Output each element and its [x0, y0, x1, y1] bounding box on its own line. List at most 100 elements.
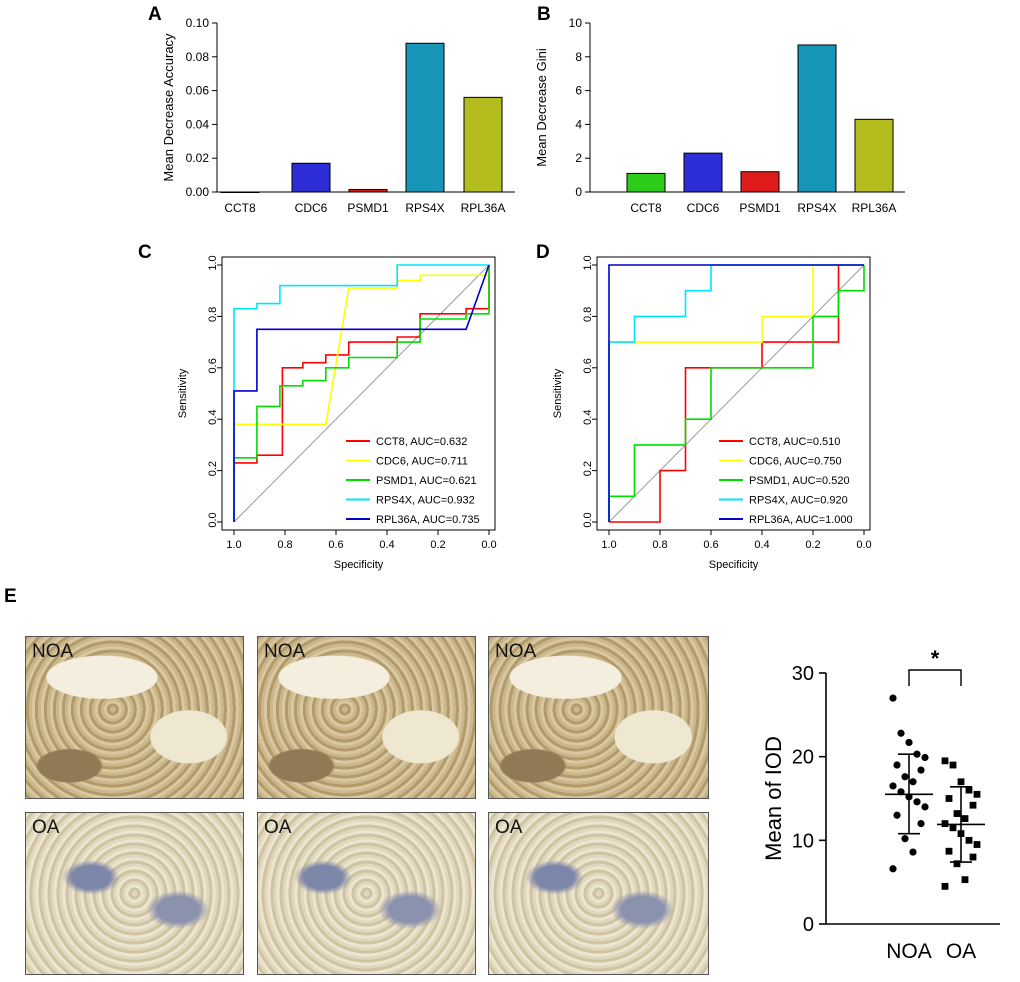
- x-tick-label: PSMD1: [739, 201, 781, 215]
- bar-cdc6: [683, 152, 723, 193]
- roc-curve-psmd1: [233, 265, 490, 522]
- data-point-oa: [945, 847, 953, 855]
- legend-entry: CDC6, AUC=0.750: [749, 456, 842, 468]
- micrograph-label: OA: [264, 817, 292, 838]
- roc-curve-rpl36a: [233, 264, 490, 522]
- panel-label-b: B: [537, 4, 551, 25]
- roc-curve-rps4x: [233, 264, 489, 522]
- micrograph-noa-3: NOA: [488, 636, 709, 799]
- x-tick-label: 1.0: [226, 539, 241, 551]
- y-tick-label: 0.4: [207, 410, 219, 425]
- data-point-oa: [941, 820, 949, 827]
- bar-rpl36a: [463, 96, 503, 193]
- x-tick-label: RPL36A: [852, 201, 897, 215]
- micrograph-oa-1: OA: [25, 812, 244, 975]
- roc-curve-psmd1: [608, 265, 865, 522]
- x-tick-label: OA: [946, 940, 976, 963]
- bar-rps4x: [797, 44, 837, 193]
- x-tick-label: NOA: [886, 940, 932, 963]
- y-tick-label: 0.2: [582, 461, 594, 476]
- bar-cct8: [220, 191, 260, 193]
- y-axis-label: Mean Decrease Gini: [534, 48, 549, 167]
- x-axis-label: Specificity: [334, 559, 384, 571]
- data-point-noa: [893, 811, 901, 819]
- y-tick-label: 0: [803, 914, 814, 936]
- bar-rpl36a: [854, 118, 894, 193]
- data-point-oa: [949, 761, 957, 769]
- legend-entry: CDC6, AUC=0.711: [376, 456, 468, 468]
- x-tick-label: 0.0: [856, 539, 871, 551]
- data-point-noa: [921, 753, 929, 762]
- data-point-noa: [901, 835, 909, 843]
- y-tick-label: 0.8: [582, 307, 594, 322]
- y-tick-label: 0.0: [207, 512, 219, 527]
- x-tick-label: RPS4X: [797, 201, 836, 215]
- y-tick-label: 10: [569, 16, 583, 30]
- data-point-oa: [957, 778, 965, 786]
- diagonal-reference: [233, 264, 490, 523]
- y-tick-label: 0.02: [186, 151, 210, 165]
- x-tick-label: 0.2: [805, 539, 820, 551]
- legend-entry: RPL36A, AUC=1.000: [749, 514, 853, 526]
- y-axis-label: Mean of IOD: [761, 736, 786, 861]
- x-tick-label: CCT8: [630, 201, 662, 215]
- bar-cct8: [626, 172, 666, 193]
- data-point-noa: [921, 803, 929, 811]
- significance-star: *: [931, 646, 940, 671]
- legend-entry: PSMD1, AUC=0.621: [376, 475, 477, 487]
- data-point-noa: [893, 761, 901, 769]
- data-point-noa: [889, 694, 897, 702]
- data-point-noa: [909, 778, 917, 786]
- y-tick-label: 0.04: [186, 117, 210, 131]
- y-tick-label: 4: [575, 117, 582, 131]
- legend-entry: RPL36A, AUC=0.735: [376, 514, 480, 526]
- x-axis-label: Specificity: [709, 559, 759, 571]
- micrograph-oa-3: OA: [488, 812, 709, 975]
- y-tick-label: 0.4: [582, 410, 594, 425]
- y-tick-label: 1.0: [207, 255, 219, 270]
- micrograph-noa-1: NOA: [25, 636, 244, 799]
- bar-psmd1: [348, 188, 388, 193]
- panel-label-a: A: [148, 4, 162, 25]
- micrograph-label: NOA: [264, 641, 306, 662]
- y-tick-label: 20: [792, 747, 814, 769]
- data-point-oa: [953, 810, 961, 817]
- micrograph-label: OA: [495, 817, 523, 838]
- y-tick-label: 8: [575, 50, 582, 64]
- data-point-oa: [973, 790, 981, 798]
- y-tick-label: 0.06: [186, 84, 210, 98]
- y-tick-label: 10: [792, 830, 814, 852]
- y-tick-label: 0.10: [186, 16, 210, 30]
- bar-rps4x: [405, 42, 445, 193]
- data-point-oa: [941, 757, 949, 765]
- micrograph-label: NOA: [32, 641, 74, 662]
- micrograph-label: NOA: [495, 641, 537, 662]
- y-tick-label: 0.6: [207, 358, 219, 373]
- diagonal-reference: [608, 264, 865, 523]
- data-point-oa: [949, 824, 957, 832]
- data-point-noa: [897, 729, 905, 737]
- data-point-oa: [961, 815, 969, 822]
- data-point-oa: [969, 801, 977, 809]
- micrograph-oa-2: OA: [257, 812, 476, 975]
- x-tick-label: 0.8: [277, 539, 292, 551]
- legend-entry: PSMD1, AUC=0.520: [749, 475, 850, 487]
- panel-label-e: E: [4, 586, 17, 607]
- x-tick-label: PSMD1: [347, 201, 389, 215]
- data-point-noa: [913, 798, 921, 806]
- data-point-noa: [909, 848, 917, 856]
- data-point-oa: [945, 795, 953, 802]
- bar-cdc6: [291, 162, 331, 193]
- micrograph-noa-2: NOA: [257, 636, 476, 799]
- panel-label-d: D: [536, 242, 550, 263]
- data-point-noa: [901, 773, 909, 781]
- x-tick-label: 0.4: [379, 539, 394, 551]
- data-point-noa: [889, 782, 897, 790]
- x-tick-label: RPS4X: [405, 201, 444, 215]
- data-point-oa: [953, 860, 961, 868]
- data-point-noa: [917, 766, 925, 774]
- y-tick-label: 0.2: [207, 461, 219, 476]
- data-point-noa: [889, 865, 897, 873]
- x-tick-label: 0.6: [328, 539, 343, 551]
